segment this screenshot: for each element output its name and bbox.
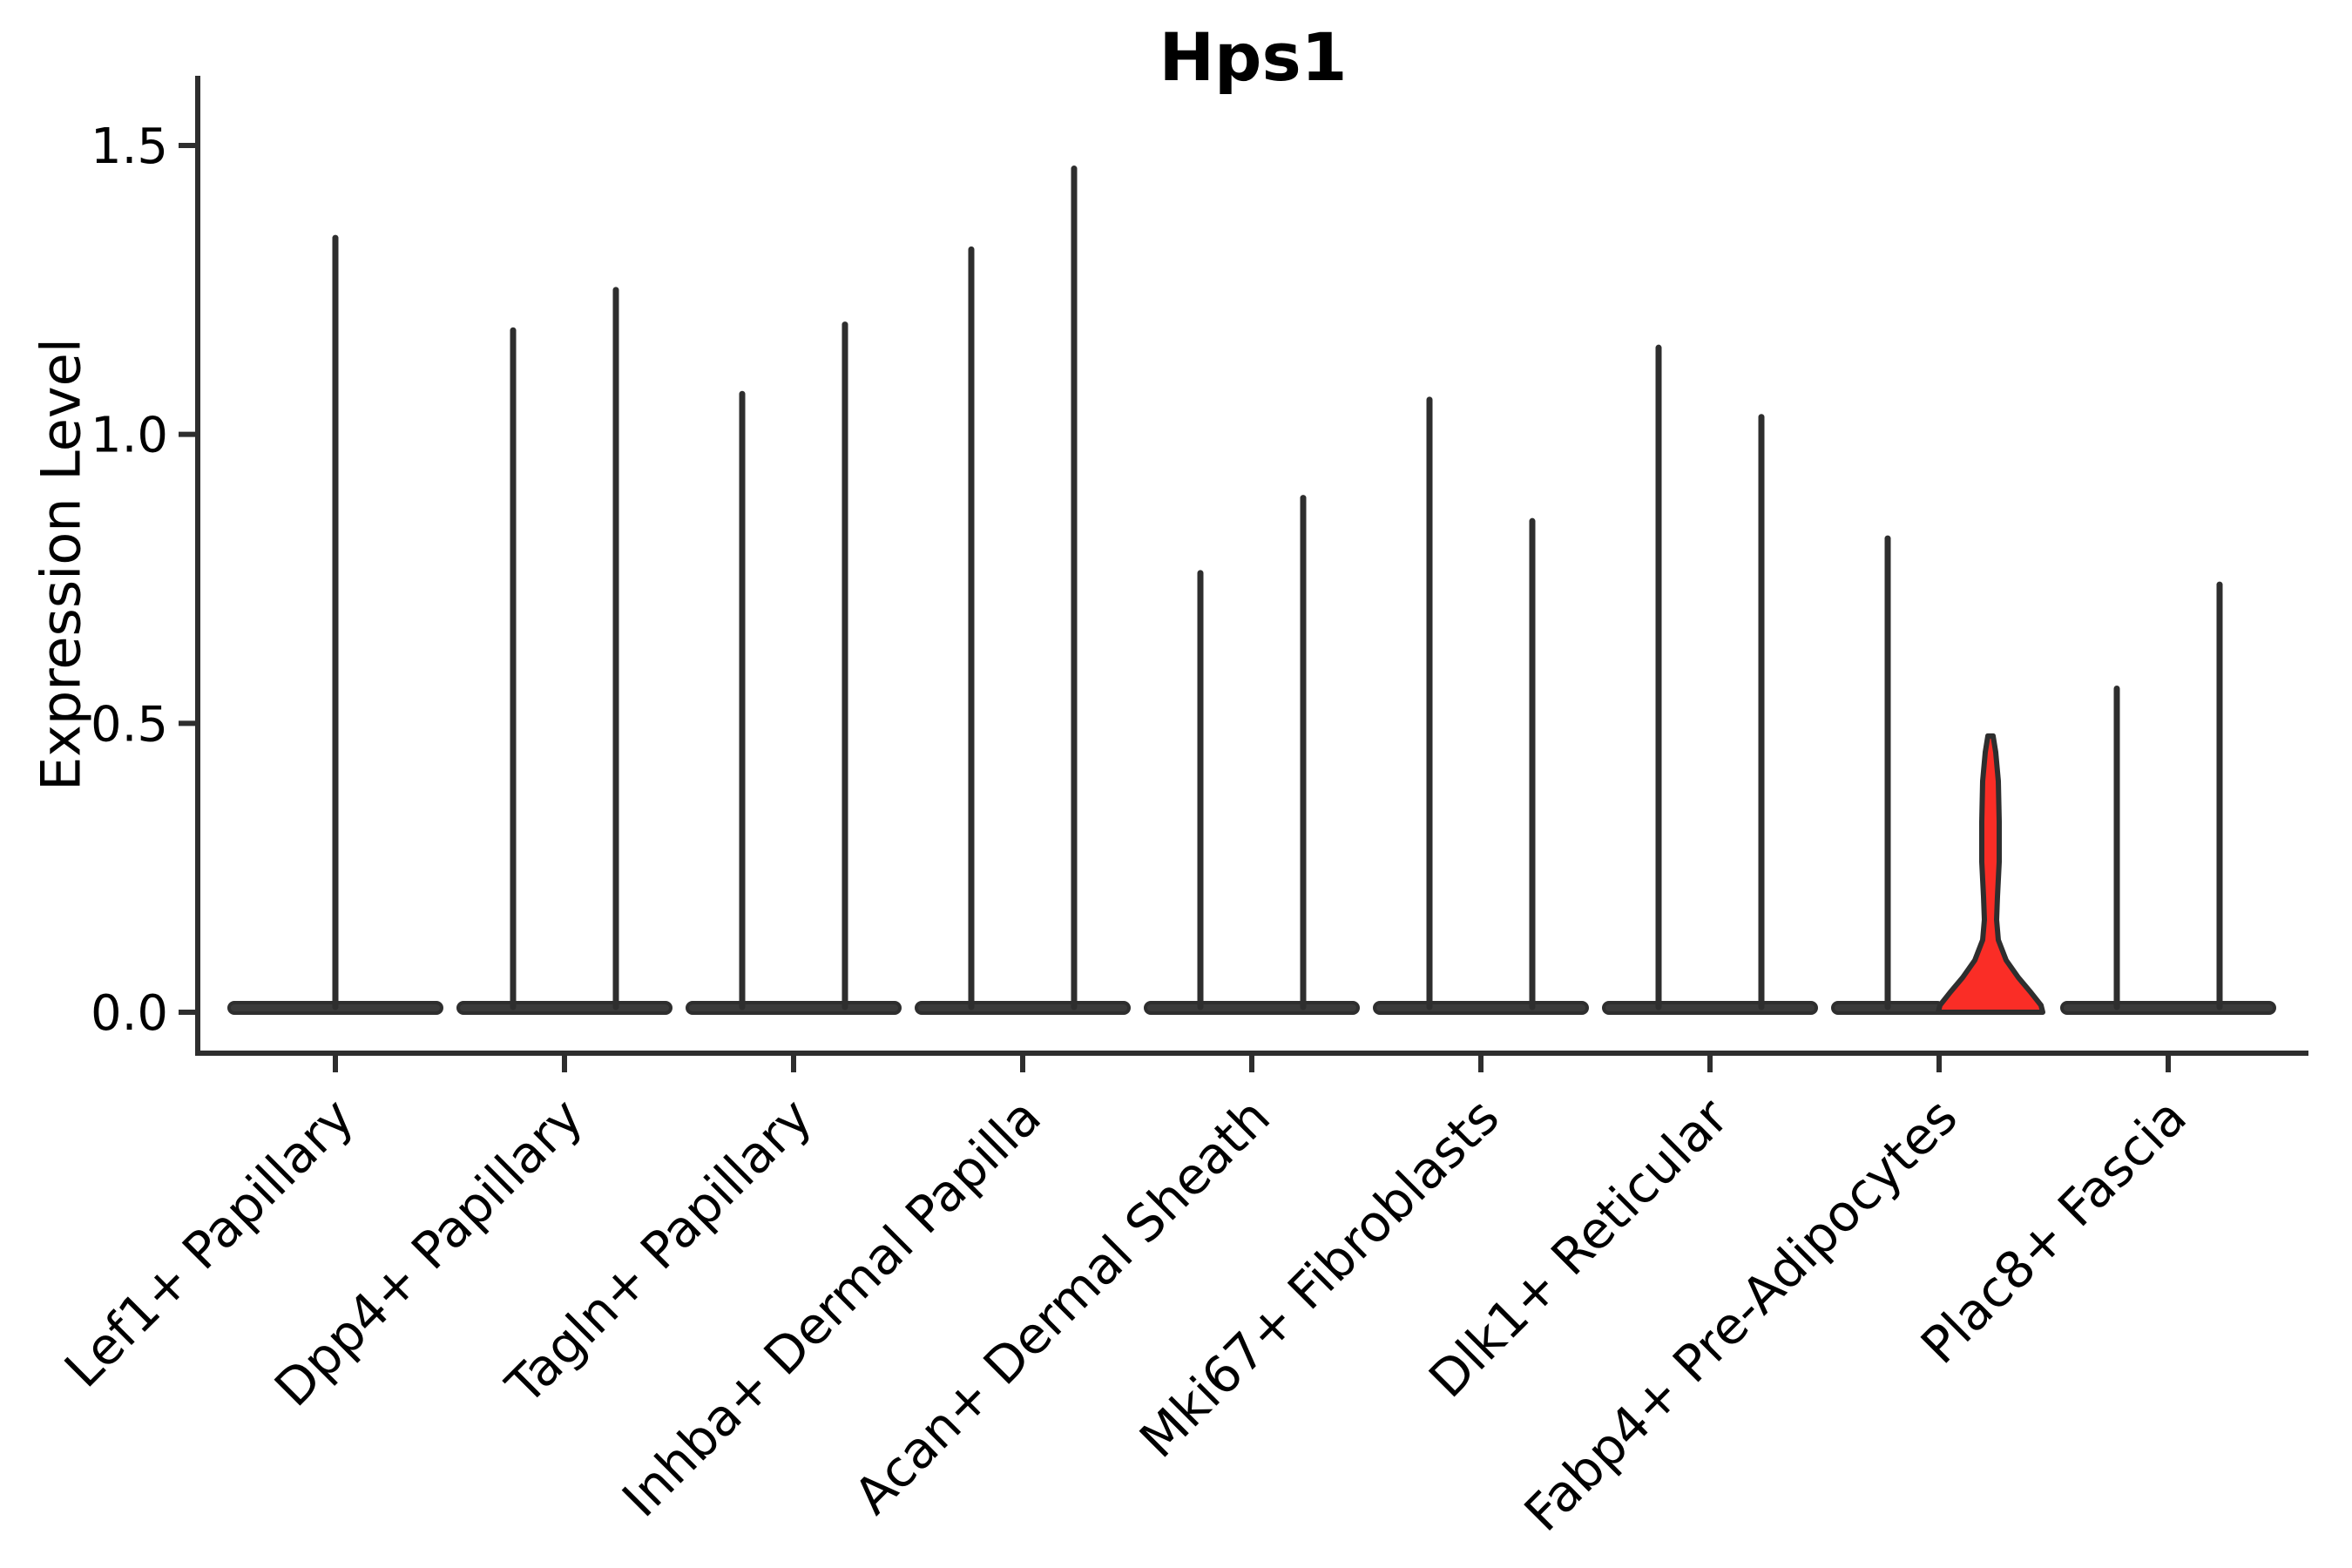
violin-body (456, 1001, 672, 1015)
violin-body (2060, 1001, 2276, 1015)
y-tick-label: 0.0 (91, 985, 168, 1042)
y-tick-label: 1.5 (91, 118, 168, 175)
x-tick-label: Fabp4+ Pre-Adipocytes (1513, 1087, 1969, 1543)
y-tick-label: 0.5 (91, 696, 168, 753)
plot-title: Hps1 (1159, 18, 1348, 96)
violin-body (686, 1001, 902, 1015)
x-tick-label: Acan+ Dermal Sheath (842, 1087, 1281, 1525)
violin-body (1144, 1001, 1360, 1015)
violin-body (1373, 1001, 1589, 1015)
violin-body (915, 1001, 1131, 1015)
highlight-violin (1936, 733, 2045, 1015)
y-tick-label: 1.0 (91, 408, 168, 464)
violin-body (1602, 1001, 1818, 1015)
x-tick-label: Inhba+ Dermal Papilla (611, 1087, 1052, 1529)
